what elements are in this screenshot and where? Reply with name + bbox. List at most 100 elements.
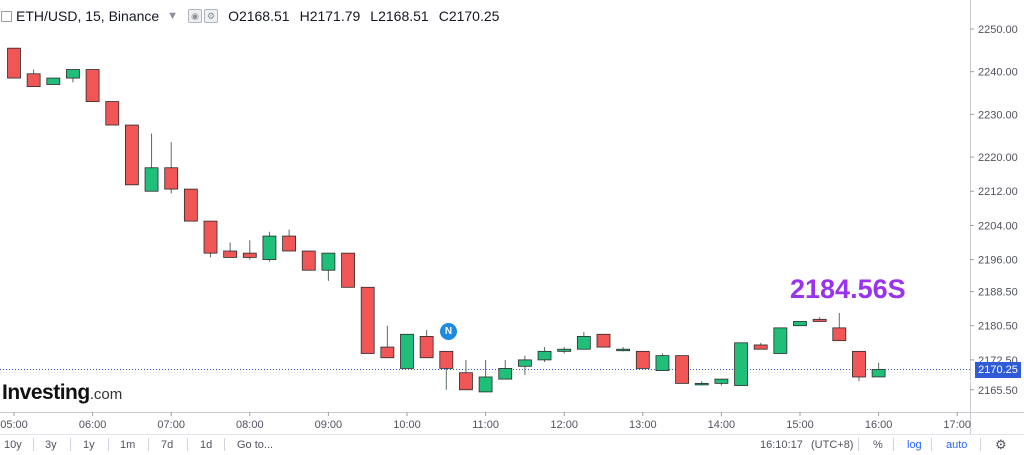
x-tick-label: 08:00	[236, 419, 264, 431]
candle[interactable]	[478, 359, 493, 393]
candle[interactable]	[852, 350, 866, 382]
candle[interactable]	[46, 77, 61, 85]
candle[interactable]	[321, 252, 336, 281]
range-1m-button[interactable]: 1m	[120, 439, 136, 451]
candle[interactable]	[832, 312, 847, 342]
candle[interactable]	[183, 188, 198, 222]
range-1d-button[interactable]: 1d	[200, 439, 213, 451]
candle-body	[793, 321, 807, 327]
candle[interactable]	[793, 321, 807, 327]
candlestick-chart[interactable]: 2165.502172.502180.502188.502196.002204.…	[0, 0, 1024, 434]
candle[interactable]	[144, 133, 159, 192]
candle[interactable]	[164, 142, 179, 194]
symbol-title[interactable]: ETH/USD, 15, Binance	[16, 8, 160, 24]
candle[interactable]	[341, 252, 355, 288]
candles	[7, 47, 886, 393]
candle[interactable]	[871, 362, 886, 378]
x-tick-label: 10:00	[393, 419, 421, 431]
candle[interactable]	[714, 378, 729, 386]
candle[interactable]	[439, 350, 454, 390]
candle[interactable]	[360, 286, 375, 354]
x-tick-label: 13:00	[629, 419, 657, 431]
goto-button[interactable]: Go to...	[237, 439, 274, 451]
candle[interactable]	[26, 69, 41, 88]
candle-body	[66, 69, 80, 79]
candle[interactable]	[537, 347, 552, 363]
candle[interactable]	[635, 350, 650, 369]
candle-body	[832, 327, 847, 342]
collapse-icon[interactable]	[1, 10, 12, 22]
candle[interactable]	[203, 220, 218, 258]
candle[interactable]	[282, 229, 297, 252]
candle[interactable]	[753, 342, 768, 350]
ohlc-open: O2168.51	[228, 8, 290, 24]
y-tick-label: 2230.00	[978, 109, 1018, 121]
auto-toggle[interactable]: auto	[946, 439, 968, 451]
chevron-down-icon[interactable]: ▼	[167, 10, 179, 22]
candle-body	[7, 47, 21, 79]
divider	[858, 438, 859, 451]
x-tick-label: 05:00	[0, 419, 28, 431]
candle[interactable]	[400, 333, 414, 369]
divider	[187, 438, 188, 451]
candle-body	[773, 327, 788, 354]
candle[interactable]	[616, 347, 631, 352]
candle-body	[616, 348, 631, 352]
candle[interactable]	[66, 69, 80, 83]
candle[interactable]	[694, 381, 709, 386]
divider	[108, 438, 109, 451]
divider	[893, 438, 894, 451]
candle[interactable]	[85, 69, 100, 102]
candle[interactable]	[7, 47, 21, 79]
candle[interactable]	[459, 359, 473, 391]
log-toggle[interactable]: log	[907, 439, 922, 451]
divider	[148, 438, 149, 451]
candle-body	[105, 101, 120, 126]
candle-body	[341, 252, 355, 288]
candle[interactable]	[773, 327, 788, 354]
x-tick-label: 16:00	[865, 419, 893, 431]
news-marker-icon[interactable]: N	[440, 323, 457, 340]
candle[interactable]	[576, 332, 591, 350]
candle[interactable]	[125, 124, 139, 186]
candle-body	[871, 369, 886, 378]
candle[interactable]	[262, 231, 277, 262]
candle[interactable]	[596, 333, 611, 348]
x-tick-label: 09:00	[315, 419, 343, 431]
candle[interactable]	[301, 250, 316, 271]
ohlc-high: H2171.79	[299, 8, 361, 24]
timezone-selector[interactable]: (UTC+8)	[811, 439, 854, 451]
percent-toggle[interactable]: %	[873, 439, 883, 451]
candle[interactable]	[105, 101, 120, 126]
candle[interactable]	[242, 240, 257, 260]
x-tick-label: 15:00	[786, 419, 814, 431]
clock-time: 16:10:17	[760, 439, 803, 451]
gear-icon[interactable]: ⚙	[995, 437, 1007, 452]
range-7d-button[interactable]: 7d	[161, 439, 174, 451]
candle[interactable]	[675, 355, 689, 384]
divider	[33, 438, 34, 451]
last-price-tag: 2170.25	[975, 362, 1021, 378]
range-3y-button[interactable]: 3y	[45, 439, 57, 451]
x-tick-label: 12:00	[550, 419, 578, 431]
candle[interactable]	[812, 317, 827, 322]
y-tick-label: 2220.00	[978, 152, 1018, 164]
candle[interactable]	[557, 347, 572, 354]
candle[interactable]	[380, 325, 395, 359]
candle[interactable]	[498, 359, 513, 380]
candle[interactable]	[734, 342, 748, 386]
visibility-icon[interactable]: ◉	[188, 9, 203, 23]
candle[interactable]	[419, 330, 434, 359]
candle[interactable]	[518, 355, 532, 375]
candle-body	[46, 77, 61, 85]
candle-body	[321, 252, 336, 271]
candle[interactable]	[655, 353, 670, 371]
chart-header: ETH/USD, 15, Binance ▼ ◉ ⚙ O2168.51 H217…	[0, 6, 499, 26]
settings-icon[interactable]: ⚙	[204, 9, 219, 23]
x-tick-label: 07:00	[157, 419, 185, 431]
candle-body	[242, 252, 257, 258]
candle-body	[85, 69, 100, 102]
range-1y-button[interactable]: 1y	[83, 439, 95, 451]
range-10y-button[interactable]: 10y	[4, 439, 22, 451]
candle[interactable]	[223, 242, 238, 258]
